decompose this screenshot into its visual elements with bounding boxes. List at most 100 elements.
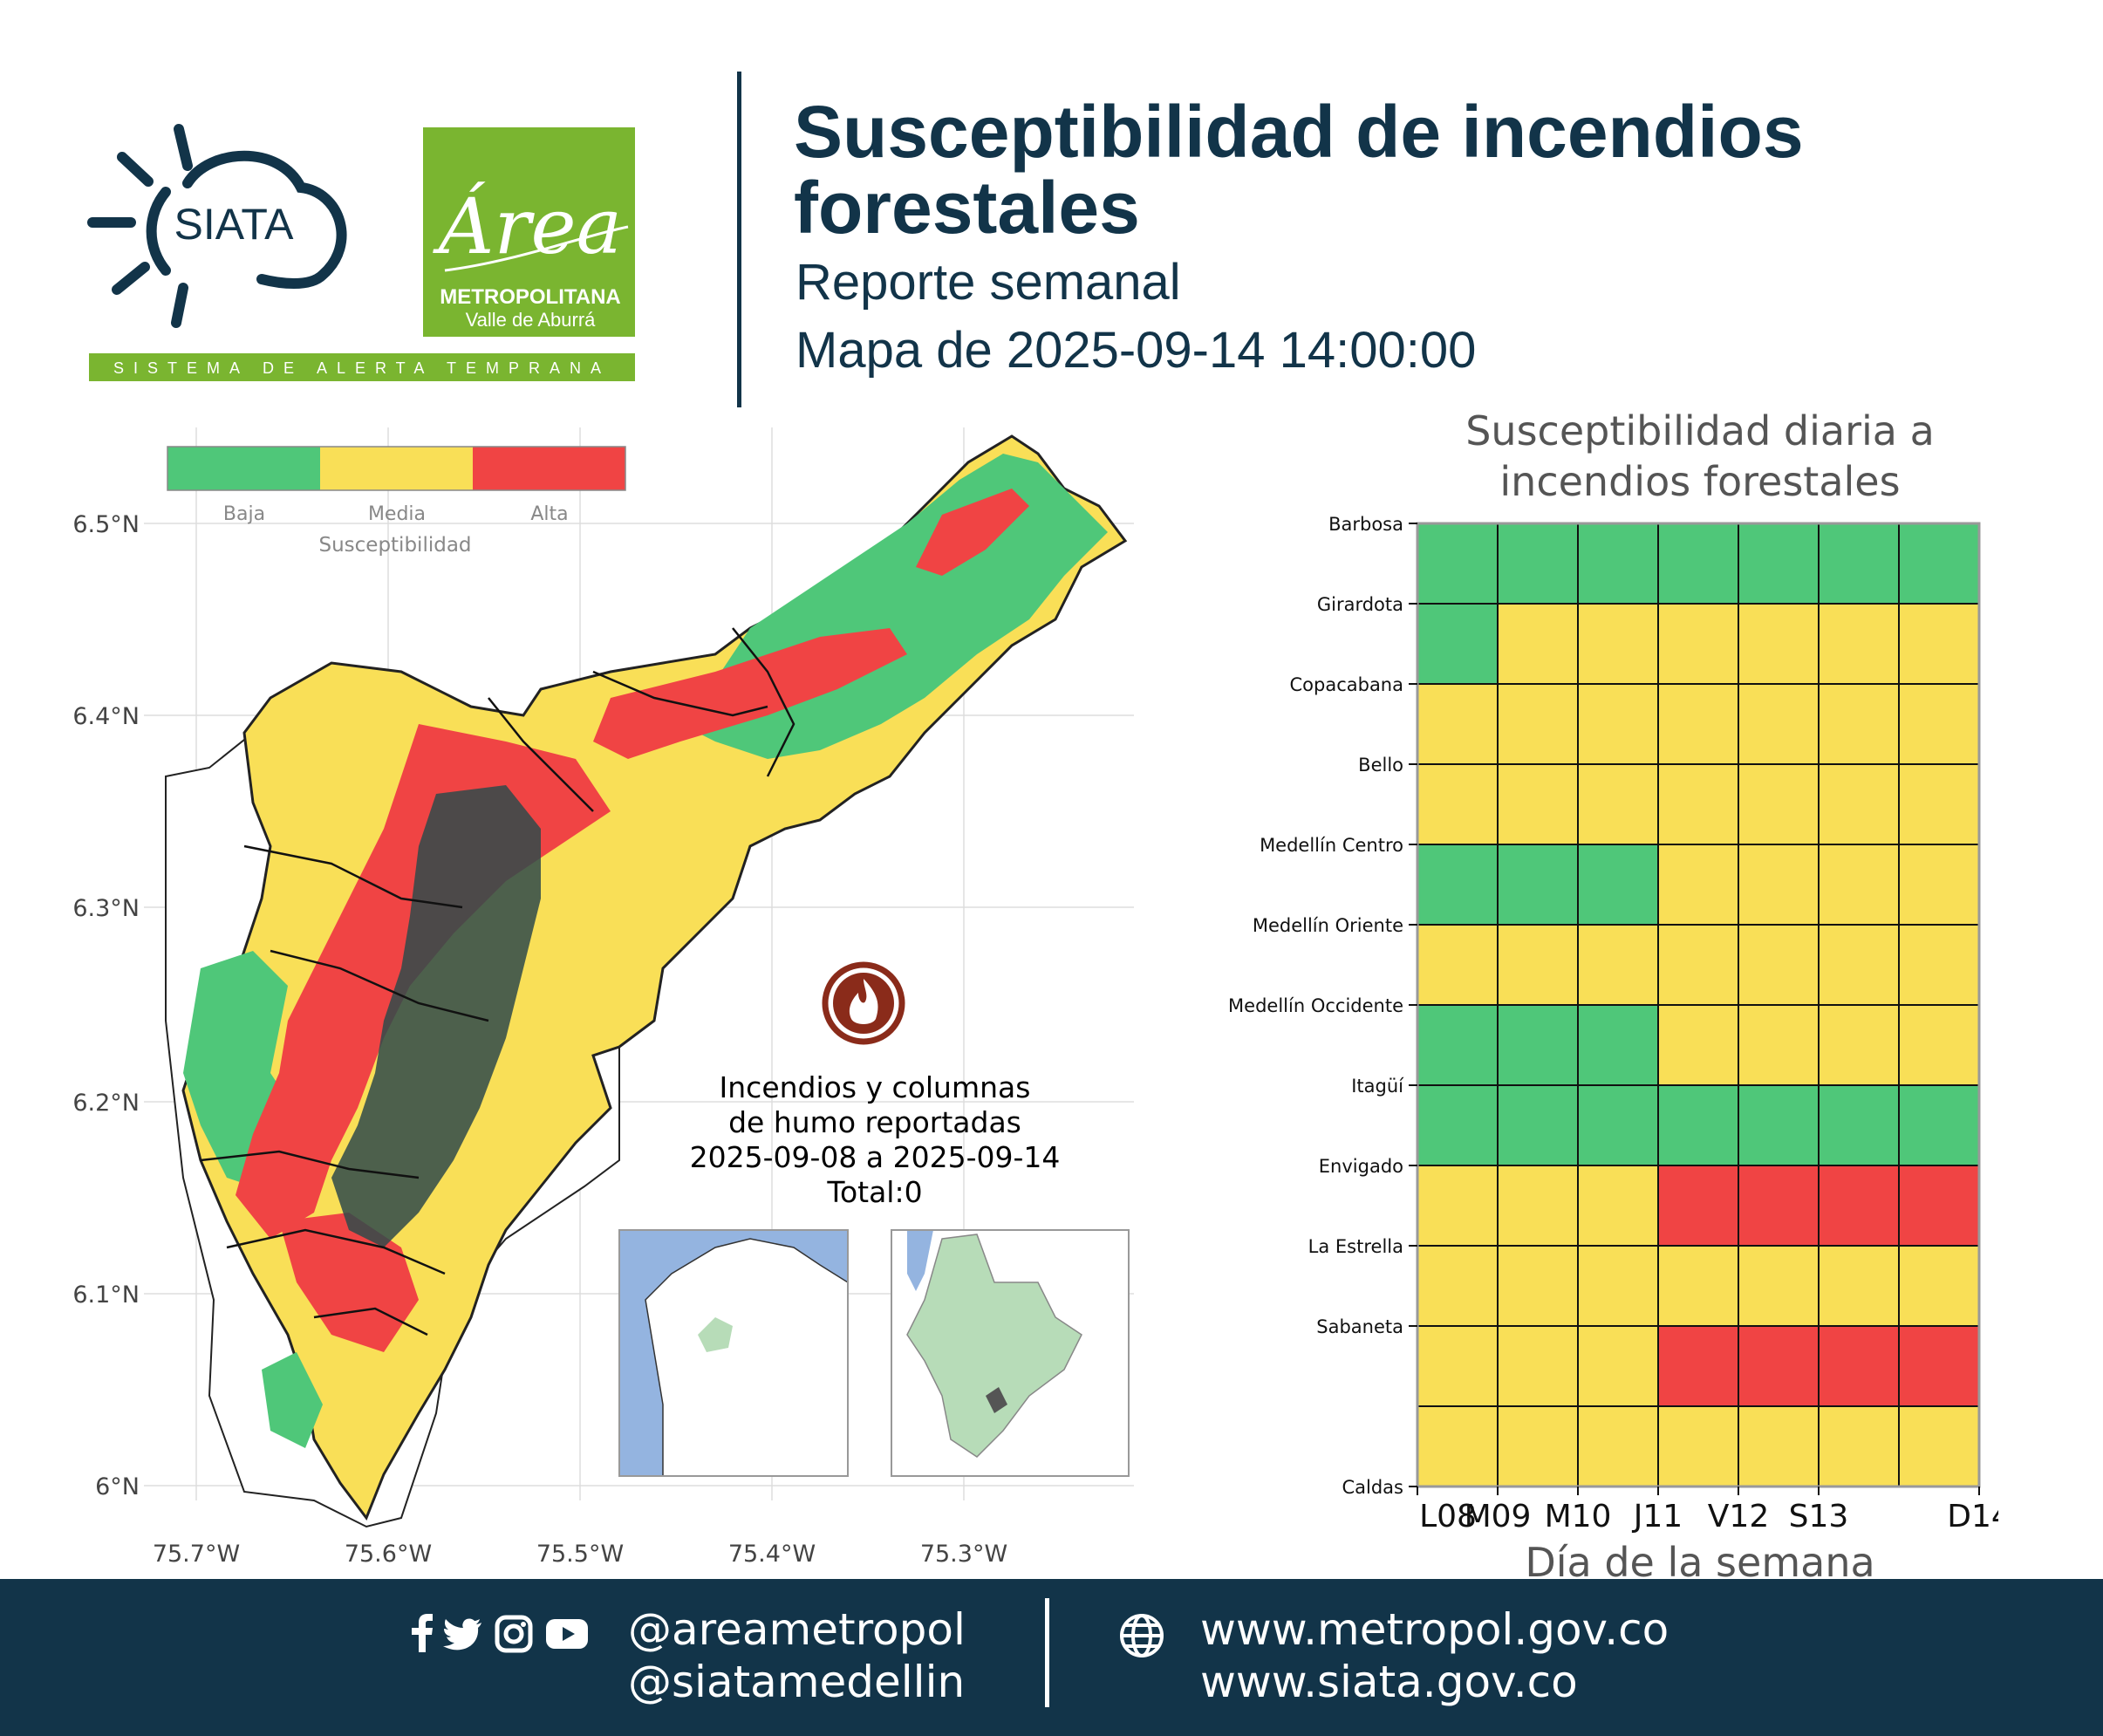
heatmap-cell [1497, 763, 1579, 845]
page-subtitle: Reporte semanal [795, 254, 1181, 311]
heatmap-cell [1898, 924, 1980, 1006]
heatmap-cell [1657, 1405, 1739, 1487]
heatmap-cell [1738, 1245, 1820, 1327]
area-logo-line2: Valle de Aburrá [466, 309, 597, 331]
heatmap-row-label: Caldas [1342, 1477, 1403, 1498]
heatmap-row-label: Sabaneta [1316, 1316, 1403, 1337]
siata-logo-text: SIATA [174, 200, 294, 249]
fires-caption-line: Incendios y columnas [720, 1070, 1031, 1104]
area-logo-line1: METROPOLITANA [440, 285, 621, 309]
siata-logo: SIATA Área METROPOLITANA Valle de Aburrá… [87, 124, 635, 381]
heatmap-title-line2: incendios forestales [1499, 458, 1900, 505]
heatmap-cell [1577, 1084, 1659, 1166]
heatmap-cell [1818, 683, 1900, 765]
heatmap-cell [1738, 1004, 1820, 1086]
heatmap-cell [1417, 1325, 1499, 1407]
facebook-icon[interactable] [412, 1614, 433, 1652]
heatmap-cell [1577, 763, 1659, 845]
url-metropol[interactable]: www.metropol.gov.co [1200, 1604, 1669, 1655]
heatmap-cell [1417, 844, 1499, 926]
heatmap-cell [1898, 523, 1980, 605]
heatmap-cell [1898, 1165, 1980, 1247]
heatmap-cell [1738, 1165, 1820, 1247]
inset-map-colombia [618, 1229, 849, 1477]
heatmap-cell [1417, 763, 1499, 845]
baja-zone-south [262, 1352, 323, 1448]
heatmap-cell [1657, 683, 1739, 765]
heatmap-cell [1497, 1084, 1579, 1166]
heatmap-cell [1577, 683, 1659, 765]
lat-tick: 6.2°N [72, 1090, 140, 1117]
heatmap-cell [1577, 1004, 1659, 1086]
lon-tick: 75.5°W [536, 1541, 624, 1568]
heatmap-col-label: J11 [1632, 1499, 1683, 1534]
heatmap-cell [1898, 763, 1980, 845]
fires-caption-line: 2025-09-08 a 2025-09-14 [690, 1140, 1061, 1174]
heatmap-panel: Susceptibilidad diaria a incendios fores… [1199, 407, 2011, 1605]
handle-siatamedellin[interactable]: @siatamedellin [628, 1657, 966, 1707]
heatmap-col-label: D14 [1947, 1499, 1998, 1534]
lat-ticks: 6.5°N 6.4°N 6.3°N 6.2°N 6.1°N 6°N [72, 511, 140, 1500]
heatmap-col-label: V12 [1708, 1499, 1769, 1534]
heatmap-cell [1497, 844, 1579, 926]
heatmap-cell [1577, 844, 1659, 926]
heatmap-cell [1577, 603, 1659, 685]
lat-tick: 6.4°N [72, 703, 140, 730]
heatmap-cell [1657, 763, 1739, 845]
heatmap-cell [1898, 844, 1980, 926]
heatmap-cell [1657, 924, 1739, 1006]
heatmap-row-label: Copacabana [1289, 674, 1403, 695]
heatmap-cell [1497, 1325, 1579, 1407]
lon-tick: 75.3°W [920, 1541, 1007, 1568]
heatmap-cell [1497, 523, 1579, 605]
heatmap-cell [1818, 924, 1900, 1006]
heatmap-cell [1818, 1325, 1900, 1407]
fire-circle-icon [822, 961, 905, 1045]
heatmap-row-label: Medellín Occidente [1228, 995, 1403, 1016]
heatmap-cell [1497, 1004, 1579, 1086]
heatmap-cell [1417, 683, 1499, 765]
heatmap-cell [1657, 1084, 1739, 1166]
heatmap-cell [1497, 1165, 1579, 1247]
susceptibility-heatmap: Susceptibilidad diaria a incendios fores… [1228, 407, 2011, 1586]
heatmap-cell [1898, 683, 1980, 765]
heatmap-cell [1417, 924, 1499, 1006]
heatmap-cell [1497, 603, 1579, 685]
heatmap-cell [1657, 1325, 1739, 1407]
heatmap-cell [1738, 523, 1820, 605]
lat-tick: 6.3°N [72, 895, 140, 922]
heatmap-row-label: Barbosa [1328, 514, 1403, 535]
heatmap-cell [1657, 1245, 1739, 1327]
heatmap-cell [1818, 844, 1900, 926]
heatmap-cell [1898, 1004, 1980, 1086]
heatmap-row-label: Girardota [1317, 594, 1403, 615]
lon-ticks: 75.7°W 75.6°W 75.5°W 75.4°W 75.3°W [153, 1541, 1007, 1568]
heatmap-cell [1898, 1325, 1980, 1407]
heatmap-cell [1657, 844, 1739, 926]
lat-tick: 6°N [95, 1473, 140, 1500]
heatmap-cell [1738, 683, 1820, 765]
handle-areametropol[interactable]: @areametropol [628, 1604, 966, 1655]
lon-tick: 75.6°W [345, 1541, 432, 1568]
youtube-icon[interactable] [546, 1619, 588, 1649]
page-title: Susceptibilidad de incendios forestales [794, 91, 1804, 249]
heatmap-row-label: Bello [1358, 755, 1403, 776]
heatmap-row-label: Itagüí [1351, 1076, 1404, 1097]
globe-icon [1118, 1612, 1165, 1664]
heatmap-cell [1657, 1004, 1739, 1086]
heatmap-cell [1577, 1405, 1659, 1487]
lon-tick: 75.7°W [153, 1541, 240, 1568]
susceptibility-map: Baja Media Alta Susceptibilidad 6.5°N 6.… [72, 427, 1134, 1568]
heatmap-cell [1818, 1004, 1900, 1086]
url-siata[interactable]: www.siata.gov.co [1200, 1657, 1578, 1707]
heatmap-cell [1818, 763, 1900, 845]
instagram-icon[interactable] [495, 1615, 533, 1653]
legend-label-baja: Baja [223, 503, 265, 525]
area-metropolitana-logo: Área METROPOLITANA Valle de Aburrá [423, 127, 635, 337]
heatmap-cell [1898, 1405, 1980, 1487]
heatmap-cell [1577, 924, 1659, 1006]
lat-tick: 6.1°N [72, 1281, 140, 1309]
heatmap-col-label: S13 [1789, 1499, 1849, 1534]
twitter-icon[interactable] [443, 1618, 481, 1651]
heatmap-cell [1818, 1165, 1900, 1247]
